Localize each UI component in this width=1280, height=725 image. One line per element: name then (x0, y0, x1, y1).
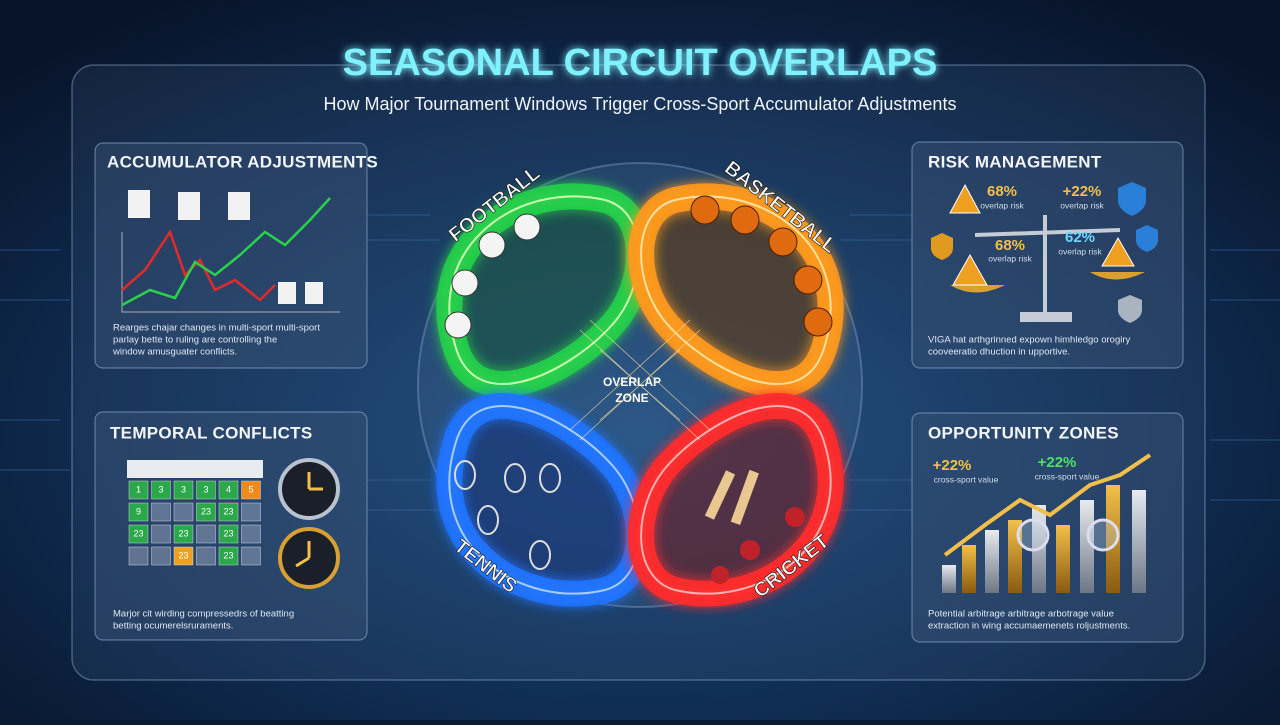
sport-balls (444, 195, 833, 584)
stat-value: 62% (1065, 229, 1095, 246)
stat-label: overlap risk (1060, 200, 1104, 210)
stat-label: cross-sport value (1035, 471, 1100, 481)
accumulator-chart (121, 190, 340, 313)
calendar-cell (218, 480, 239, 500)
calendar-cell (196, 524, 216, 544)
panel (911, 141, 1184, 369)
calendar-cell (151, 546, 171, 566)
panel-title: ACCUMULATOR ADJUSTMENTS (107, 152, 378, 171)
stat-value: 68% (995, 237, 1025, 254)
calendar-cell (196, 502, 216, 522)
panel-caption: VIGA hat arthgrinned expown himhledgo or… (928, 335, 1131, 346)
cricket-track (628, 393, 844, 607)
panel-title: OPPORTUNITY ZONES (928, 423, 1119, 442)
panel-caption: Marjor cit wirding compressedrs of beatt… (113, 609, 294, 620)
circuit-lines (0, 214, 1280, 511)
calendar-day: 23 (178, 550, 188, 560)
calendar-cell (173, 502, 194, 522)
panel-caption: cooveeratio dhuction in upportive. (928, 347, 1070, 358)
calendar-cell (241, 524, 261, 544)
stat-value: +22% (1038, 454, 1077, 471)
growth-chart (942, 453, 1152, 593)
panel-title: TEMPORAL CONFLICTS (110, 423, 312, 442)
overlap-label: ZONE (615, 391, 648, 405)
calendar-day: 3 (181, 484, 186, 494)
title: SEASONAL CIRCUIT OVERLAPS (343, 42, 938, 84)
calendar-cell (196, 480, 216, 500)
stat-value: +22% (933, 457, 972, 474)
calendar-day: 3 (158, 484, 163, 494)
calendar-day: 23 (133, 528, 143, 538)
panel-caption: Potential arbitrage arbitrage arbotrage … (928, 609, 1114, 620)
calendar-cell (128, 480, 149, 500)
calendar-day: 23 (223, 550, 233, 560)
overlap-lines (569, 319, 711, 441)
panel-caption: extraction in wing accumaemenets roljust… (928, 621, 1130, 632)
calendar-day: 1 (136, 484, 141, 494)
overlap-label: OVERLAP (603, 375, 661, 389)
calendar-cell (241, 502, 261, 522)
calendar-cell (128, 502, 149, 522)
calendar-cell (241, 480, 261, 500)
calendar-cell (151, 502, 171, 522)
calendar-day: 3 (203, 484, 208, 494)
calendar-day: 23 (201, 506, 211, 516)
calendar-day: 9 (136, 506, 141, 516)
calendar-cell (218, 546, 239, 566)
calendar-cell (241, 546, 261, 566)
calendar-day: 23 (178, 528, 188, 538)
stat-label: cross-sport value (934, 474, 999, 484)
panel-caption: parlay bette to ruling are controlling t… (113, 335, 277, 346)
calendar-cell (151, 524, 171, 544)
stat-label: overlap risk (980, 200, 1024, 210)
stat-label: overlap risk (1058, 246, 1102, 256)
panel-caption: Rearges chajar changes in multi-sport mu… (113, 323, 320, 334)
calendar-cell (196, 546, 216, 566)
calendar-cell (128, 524, 149, 544)
subtitle: How Major Tournament Windows Trigger Cro… (324, 94, 957, 114)
calendar-cell (128, 546, 149, 566)
panel-title: RISK MANAGEMENT (928, 152, 1102, 171)
scale-icon (931, 182, 1158, 323)
calendar-day: 5 (248, 484, 253, 494)
calendar-day: 4 (226, 484, 231, 494)
stat-value: +22% (1063, 183, 1102, 200)
stat-label: overlap risk (988, 253, 1032, 263)
panel-caption: window amusguater conflicts. (112, 347, 237, 358)
calendar-day: 23 (223, 506, 233, 516)
calendar-day: 23 (223, 528, 233, 538)
calendar-cell (173, 524, 194, 544)
calendar-cell (173, 546, 194, 566)
calendar-cell (151, 480, 171, 500)
stat-value: 68% (987, 183, 1017, 200)
clocks (278, 458, 340, 589)
calendar: 1 3 3 3 4 5 9 23 23 23 23 23 23 23 (127, 460, 263, 566)
panel-caption: betting ocumerelsruraments. (113, 621, 233, 632)
main-frame (71, 64, 1206, 681)
calendar-cell (218, 502, 239, 522)
calendar-cell (173, 480, 194, 500)
calendar-cell (218, 524, 239, 544)
